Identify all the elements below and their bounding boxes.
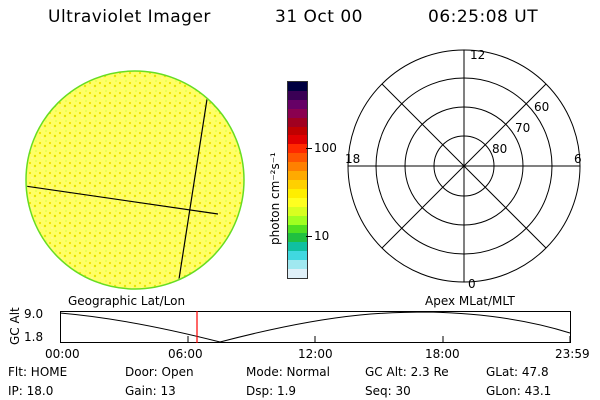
info-dsp: Dsp: 1.9: [246, 384, 297, 398]
timeline-x-label-0600: 06:00: [168, 347, 203, 361]
info-seq: Seq: 30: [365, 384, 411, 398]
timeline-axis-label: GC Alt: [8, 307, 22, 345]
info-glon: GLon: 43.1: [486, 384, 552, 398]
colorbar-segment: [288, 188, 307, 198]
colorbar-segment: [288, 117, 307, 127]
colorbar-segment: [288, 171, 307, 180]
colorbar-segment: [288, 135, 307, 145]
polar-ring-label-80: 80: [492, 142, 507, 156]
colorbar-segment: [288, 162, 307, 172]
polar-label-bottom: 0: [468, 277, 476, 291]
polar-ring-label-70: 70: [515, 121, 530, 135]
colorbar-tick-100: [306, 148, 312, 149]
colorbar-segment: [288, 251, 307, 261]
colorbar-segment: [288, 224, 307, 234]
colorbar-segment: [288, 126, 307, 136]
colorbar-segment: [288, 82, 307, 91]
colorbar-segment: [288, 215, 307, 225]
altitude-curve: [60, 311, 571, 343]
altitude-timeline: [60, 311, 571, 343]
colorbar-segment: [288, 153, 307, 163]
timeline-y-label-bottom: 1.8: [24, 330, 44, 344]
colorbar-segment: [288, 242, 307, 252]
colorbar-segment: [288, 197, 307, 207]
time-label: 06:25:08 UT: [428, 7, 539, 27]
colorbar-segment: [288, 260, 307, 270]
polar-ring-label-60: 60: [534, 100, 549, 114]
timeline-x-label-1800: 18:00: [425, 347, 460, 361]
colorbar-unit-label: photon cm⁻²s⁻¹: [268, 152, 282, 245]
info-ip: IP: 18.0: [8, 384, 54, 398]
colorbar-segment: [288, 206, 307, 216]
info-door: Door: Open: [125, 365, 194, 379]
timeline-x-label-0000: 00:00: [45, 347, 80, 361]
colorbar-label-100: 100: [314, 141, 337, 155]
info-glat: GLat: 47.8: [486, 365, 549, 379]
instrument-title: Ultraviolet Imager: [48, 7, 211, 27]
colorbar: [287, 81, 308, 279]
timeline-x-label-2359: 23:59: [555, 347, 590, 361]
colorbar-segment: [288, 144, 307, 154]
uv-disc: [25, 70, 245, 290]
colorbar-segment: [288, 233, 307, 243]
polar-plot: 12 18 6 0 60 70 80: [345, 48, 582, 291]
timeline-right-title: Apex MLat/MLT: [425, 294, 515, 308]
polar-label-left: 18: [345, 152, 360, 166]
polar-label-right: 6: [574, 152, 582, 166]
date-label: 31 Oct 00: [275, 7, 363, 27]
timeline-left-title: Geographic Lat/Lon: [68, 294, 186, 308]
info-flt: Flt: HOME: [8, 365, 68, 379]
uv-image-panel: [25, 70, 245, 290]
info-gain: Gain: 13: [125, 384, 176, 398]
colorbar-segment: [288, 99, 307, 109]
colorbar-tick-10: [306, 236, 312, 237]
colorbar-segment: [288, 108, 307, 118]
colorbar-label-10: 10: [314, 229, 330, 243]
timeline-frame: [60, 311, 571, 343]
timeline-y-label-top: 9.0: [24, 307, 44, 321]
info-mode: Mode: Normal: [246, 365, 330, 379]
polar-label-top: 12: [470, 48, 485, 62]
latitude-line: [27, 184, 219, 215]
info-gc-alt: GC Alt: 2.3 Re: [365, 365, 449, 379]
colorbar-segment: [288, 269, 307, 278]
timeline-x-label-1200: 12:00: [298, 347, 333, 361]
colorbar-segment: [288, 179, 307, 189]
longitude-line: [176, 79, 211, 288]
polar-diagonal-2: [381, 83, 547, 249]
colorbar-segment: [288, 90, 307, 100]
